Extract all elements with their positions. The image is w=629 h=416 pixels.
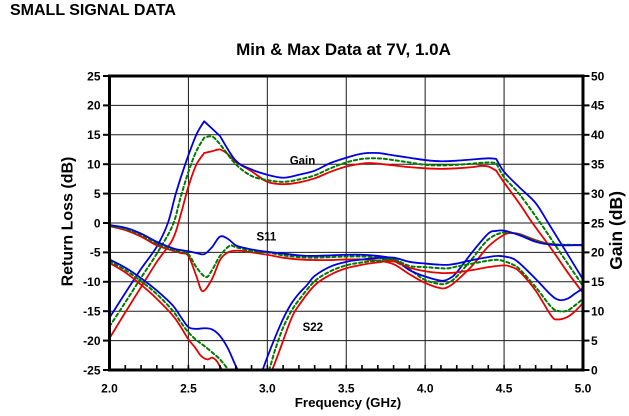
svg-text:5: 5 bbox=[94, 187, 101, 201]
svg-text:Min & Max Data at 7V, 1.0A: Min & Max Data at 7V, 1.0A bbox=[236, 40, 451, 59]
svg-text:3.0: 3.0 bbox=[259, 381, 276, 395]
svg-text:35: 35 bbox=[591, 158, 605, 172]
svg-text:25: 25 bbox=[87, 69, 101, 83]
svg-text:45: 45 bbox=[591, 99, 605, 113]
svg-text:2.0: 2.0 bbox=[101, 381, 118, 395]
svg-text:0: 0 bbox=[591, 363, 598, 377]
svg-text:-20: -20 bbox=[83, 334, 101, 348]
svg-text:10: 10 bbox=[591, 305, 605, 319]
svg-text:Frequency (GHz): Frequency (GHz) bbox=[295, 395, 401, 410]
svg-text:-25: -25 bbox=[83, 363, 101, 377]
svg-text:20: 20 bbox=[87, 99, 101, 113]
svg-text:5.0: 5.0 bbox=[575, 381, 592, 395]
svg-text:30: 30 bbox=[591, 187, 605, 201]
svg-text:Gain (dB): Gain (dB) bbox=[606, 191, 626, 270]
svg-text:2.5: 2.5 bbox=[180, 381, 197, 395]
svg-text:0: 0 bbox=[94, 216, 101, 230]
svg-text:4.5: 4.5 bbox=[496, 381, 513, 395]
svg-text:SMALL SIGNAL DATA: SMALL SIGNAL DATA bbox=[10, 2, 176, 19]
svg-text:Gain: Gain bbox=[290, 156, 316, 168]
svg-text:40: 40 bbox=[591, 128, 605, 142]
svg-text:4.0: 4.0 bbox=[417, 381, 434, 395]
svg-text:Return Loss (dB): Return Loss (dB) bbox=[60, 157, 77, 287]
svg-text:S22: S22 bbox=[303, 322, 323, 334]
svg-text:-5: -5 bbox=[90, 246, 101, 260]
svg-text:5: 5 bbox=[591, 334, 598, 348]
svg-text:-15: -15 bbox=[83, 305, 101, 319]
svg-text:50: 50 bbox=[591, 69, 605, 83]
svg-text:3.5: 3.5 bbox=[338, 381, 355, 395]
svg-text:10: 10 bbox=[87, 158, 101, 172]
svg-text:S11: S11 bbox=[257, 231, 277, 243]
svg-text:15: 15 bbox=[591, 275, 605, 289]
svg-text:15: 15 bbox=[87, 128, 101, 142]
svg-text:-10: -10 bbox=[83, 275, 101, 289]
svg-text:20: 20 bbox=[591, 246, 605, 260]
svg-text:25: 25 bbox=[591, 216, 605, 230]
